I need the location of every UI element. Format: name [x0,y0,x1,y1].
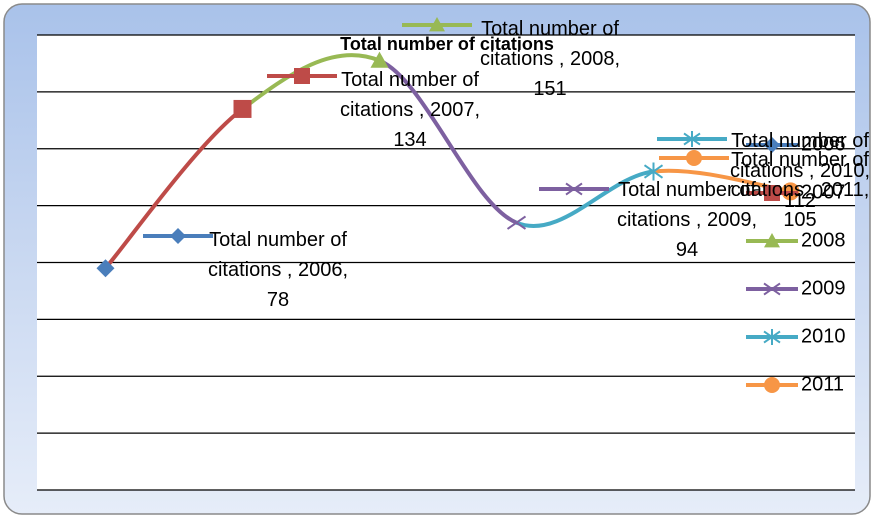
marker [370,51,389,68]
legend-label: 2011 [801,373,844,395]
marker [96,259,115,278]
marker [294,68,310,84]
marker [764,185,780,201]
marker [429,17,445,32]
marker [233,99,252,118]
marker [764,137,780,153]
data-label: Total number of citations , 2009, 94 [616,179,758,261]
data-label: Total number of citations , 2011, 105 [730,149,870,231]
marker [683,131,701,147]
data-label: Total number of citations , 2010, 112 [729,130,871,212]
marker [764,377,780,393]
legend-label: 2009 [801,277,846,299]
chart-title: Total number of citations [340,34,554,54]
line-segment [377,58,519,225]
line-segment [240,53,382,111]
marker [763,329,781,345]
marker [686,150,702,166]
legend-label: 2010 [801,325,846,347]
data-label: Total number of citations , 2008, 151 [479,18,621,100]
marker [506,215,527,230]
data-label: Total number of citations , 2007, 134 [339,69,481,151]
marker [643,162,664,181]
legend-label: 2008 [801,229,846,251]
line-segment [103,106,245,271]
legend-label: 2007 [801,181,846,203]
marker [565,182,583,196]
data-label: Total number of citations , 2006, 78 [207,229,349,311]
marker [170,228,186,244]
line-segment [514,169,656,228]
marker [764,233,780,248]
line-segment [651,168,793,194]
marker [763,282,781,296]
legend-label: 2006 [801,133,846,155]
